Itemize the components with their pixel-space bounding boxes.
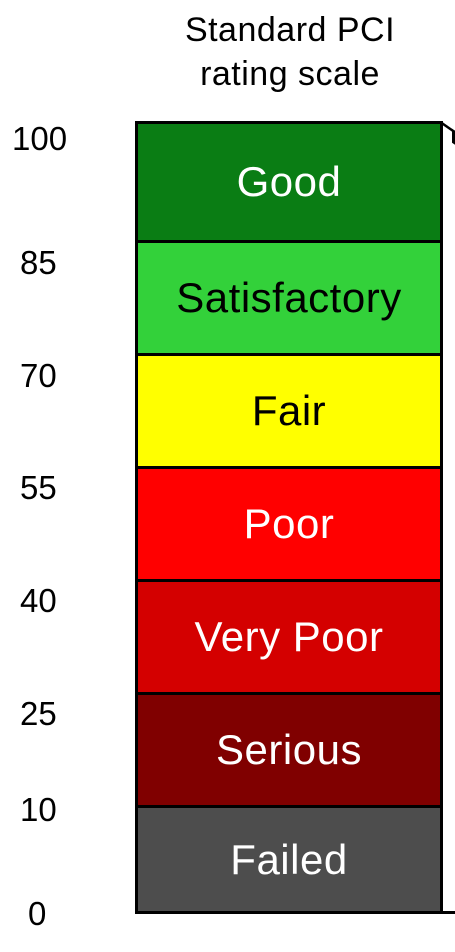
bar-corner-top-edge	[441, 121, 455, 145]
band-label-serious: Serious	[216, 726, 362, 773]
tick-label-70: 70	[20, 357, 57, 394]
band-satisfactory: Satisfactory	[138, 240, 440, 353]
title-line-2: rating scale	[200, 55, 380, 93]
pci-scale-axis: 100 85 70 55 40 25 10 0	[0, 0, 120, 952]
diagram-title: Standard PCI rating scale	[125, 8, 455, 96]
band-good: Good	[138, 124, 440, 240]
band-label-fair: Fair	[251, 387, 327, 434]
band-label-poor: Poor	[243, 500, 335, 547]
tick-label-85: 85	[20, 244, 57, 281]
title-line-1: Standard PCI	[184, 11, 396, 49]
band-label-satisfactory: Satisfactory	[176, 274, 402, 321]
band-failed: Failed	[138, 805, 440, 911]
bar-corner-bottom-edge	[441, 910, 455, 914]
band-label-very-poor: Very Poor	[194, 613, 384, 660]
band-poor: Poor	[138, 466, 440, 579]
band-label-failed: Failed	[230, 835, 348, 883]
band-fair: Fair	[138, 353, 440, 466]
tick-label-100: 100	[12, 120, 68, 157]
tick-label-10: 10	[20, 791, 57, 828]
pci-rating-bar: Good Satisfactory Fair Poor Very Poor Se…	[135, 121, 443, 914]
band-very-poor: Very Poor	[138, 579, 440, 692]
band-label-good: Good	[236, 158, 342, 205]
tick-label-0: 0	[28, 895, 47, 932]
tick-label-55: 55	[20, 469, 57, 506]
band-serious: Serious	[138, 692, 440, 805]
tick-label-40: 40	[20, 582, 57, 619]
tick-label-25: 25	[20, 695, 57, 732]
